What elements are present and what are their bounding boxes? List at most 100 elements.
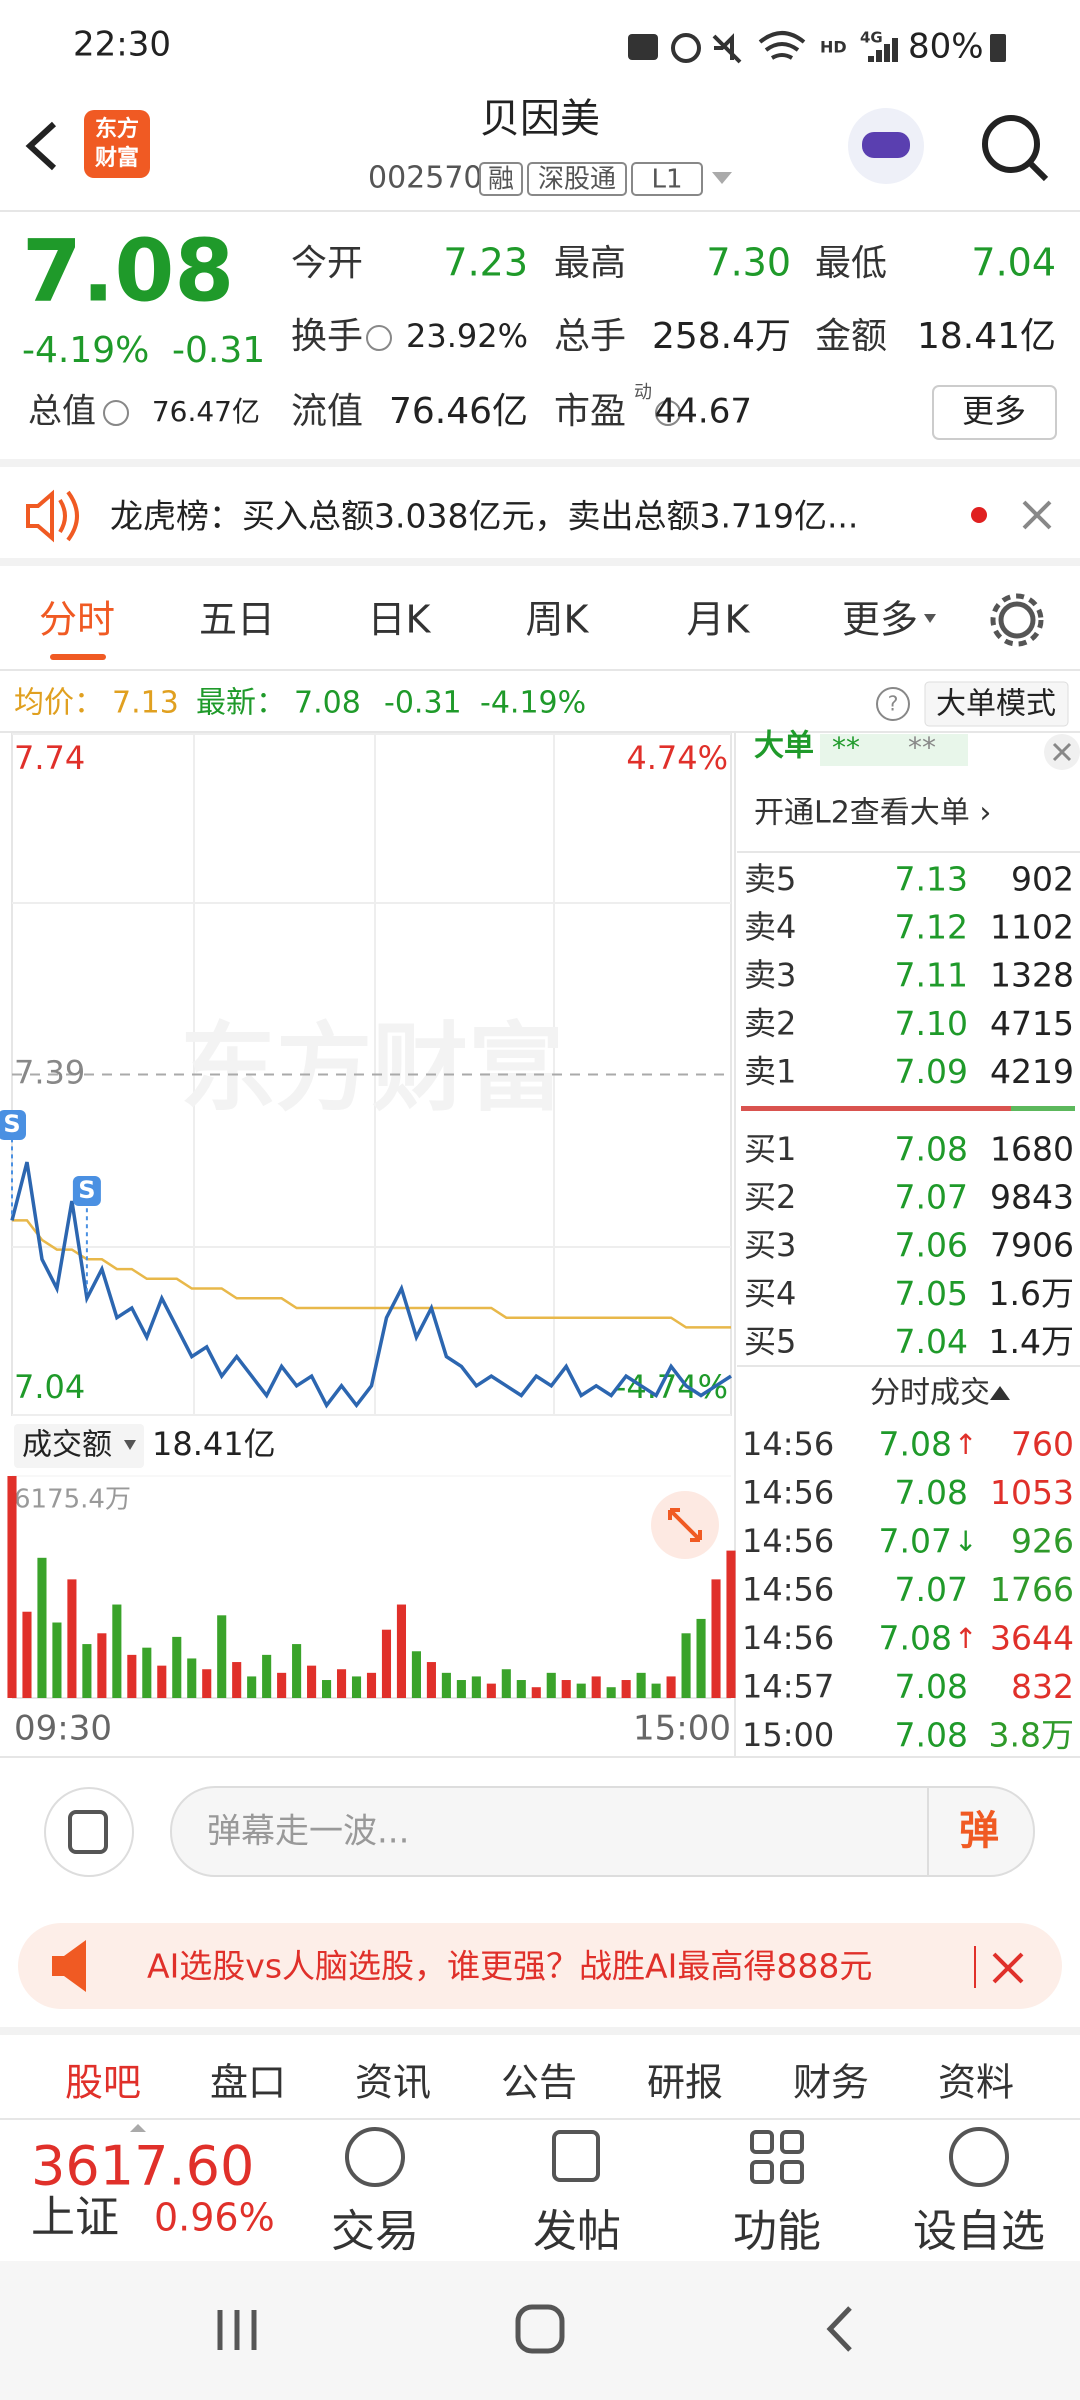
section-tab[interactable]: 资讯 xyxy=(355,2061,431,2105)
change: -0.31 xyxy=(172,330,265,371)
nav-recent[interactable] xyxy=(217,2310,257,2350)
help-icon[interactable] xyxy=(876,687,910,721)
book-volume: 1680 xyxy=(990,1130,1074,1169)
close-big-orders xyxy=(1052,742,1072,762)
stat-label: 金额 xyxy=(815,316,887,357)
latest-label: 最新： xyxy=(196,686,286,721)
danmaku-input[interactable] xyxy=(170,1786,1035,1877)
volume-bar xyxy=(292,1644,302,1698)
app-logo xyxy=(84,110,150,178)
signal-icon xyxy=(868,38,898,62)
settings-button[interactable] xyxy=(998,601,1036,639)
big-orders-title: 大单 xyxy=(754,729,814,764)
search-button xyxy=(1027,160,1049,182)
index-value[interactable]: 3617.60 xyxy=(31,2135,254,2198)
nav-back[interactable] xyxy=(826,2306,852,2352)
l2-link[interactable]: 开通L2查看大单 › xyxy=(754,796,991,831)
book-label: 买3 xyxy=(744,1226,796,1264)
volume-title[interactable]: 成交额 xyxy=(22,1428,112,1463)
bottom-nav-label[interactable]: 功能 xyxy=(733,2206,821,2257)
volume-bar xyxy=(142,1647,152,1698)
tag: 融 xyxy=(488,165,514,195)
tab[interactable]: 月K xyxy=(687,598,751,642)
tag-box xyxy=(631,162,703,196)
func-icon xyxy=(750,2160,774,2184)
bottom-nav-label[interactable]: 设自选 xyxy=(913,2206,1045,2257)
volume-bar xyxy=(67,1579,77,1698)
nav-home[interactable] xyxy=(515,2304,565,2354)
danmaku-button[interactable]: 弹 xyxy=(959,1808,999,1854)
volume-bar xyxy=(726,1550,736,1698)
section-tab[interactable]: 财务 xyxy=(793,2061,869,2105)
tab[interactable]: 周K xyxy=(526,598,590,642)
bottom-nav-label[interactable]: 发帖 xyxy=(533,2206,621,2257)
nav-bar xyxy=(0,2261,1080,2400)
volume-bar xyxy=(426,1662,436,1698)
volume-max-label: 6175.4万 xyxy=(14,1485,131,1515)
tab[interactable]: 分时 xyxy=(39,598,115,642)
volume-bar xyxy=(636,1672,646,1698)
tab[interactable]: 日K xyxy=(368,598,432,642)
danmaku-settings xyxy=(68,1810,108,1854)
notice-close[interactable] xyxy=(1022,500,1052,530)
volume-selector[interactable] xyxy=(14,1424,144,1468)
status-signal: 4G xyxy=(860,29,883,47)
danmaku-placeholder[interactable]: 弹幕走一波... xyxy=(207,1812,409,1852)
avg: 7.13 xyxy=(112,686,179,721)
ad-close[interactable] xyxy=(992,1952,1024,1984)
avg-line xyxy=(12,1219,731,1329)
book-label: 卖2 xyxy=(744,1004,796,1042)
trade-price: 7.08 xyxy=(895,1473,968,1512)
section-tab[interactable]: 公告 xyxy=(501,2061,577,2105)
divider-band xyxy=(0,459,1080,467)
ad-text[interactable]: AI选股vs人脑选股，谁更强？战胜AI最高得888元 xyxy=(147,1947,872,1986)
section-tab[interactable]: 资料 xyxy=(938,2061,1014,2105)
battery-icon xyxy=(990,34,1006,62)
volume-bar xyxy=(127,1654,137,1698)
back-button[interactable] xyxy=(25,121,57,171)
pct-label: 4.74% xyxy=(626,739,728,777)
danmaku-settings[interactable] xyxy=(44,1787,134,1877)
status-icon xyxy=(628,34,658,60)
logo-text: 财富 xyxy=(95,145,139,171)
volume-bar xyxy=(22,1611,32,1698)
info-icon xyxy=(103,400,129,426)
section-tab[interactable]: 股吧 xyxy=(65,2061,141,2105)
ad-banner[interactable] xyxy=(18,1923,1062,2009)
stat-value: 258.4万 xyxy=(652,316,791,357)
mode-button-label[interactable]: 大单模式 xyxy=(936,687,1056,722)
index-change: 0.96% xyxy=(154,2196,275,2240)
divider-band xyxy=(0,2027,1080,2035)
pct-label: -4.74% xyxy=(615,1368,728,1406)
signal-label: S xyxy=(78,1176,95,1204)
more-button-label[interactable]: 更多 xyxy=(962,392,1026,430)
book-price: 7.06 xyxy=(895,1226,968,1265)
signal-badge xyxy=(0,1110,26,1140)
mode-button[interactable] xyxy=(924,681,1069,727)
wifi-icon xyxy=(758,31,806,60)
more-button[interactable] xyxy=(932,385,1057,440)
book-label: 买4 xyxy=(744,1274,796,1312)
volume-bar xyxy=(396,1604,407,1698)
volume-bar xyxy=(52,1622,62,1698)
tag-box xyxy=(527,162,627,196)
book-volume: 9843 xyxy=(990,1178,1074,1217)
trade-volume: 760 xyxy=(1011,1425,1074,1464)
tab[interactable]: 五日 xyxy=(199,598,275,642)
section-tab[interactable]: 研报 xyxy=(647,2061,723,2105)
tab[interactable]: 更多 xyxy=(842,598,918,642)
volume-bar xyxy=(336,1669,347,1698)
volume-bar xyxy=(681,1633,691,1698)
volume-bar xyxy=(471,1676,481,1698)
notice-text[interactable]: 龙虎榜：买入总额3.038亿元，卖出总额3.719亿... xyxy=(110,497,858,536)
watermark: 东方财富 xyxy=(180,1012,564,1124)
book-volume: 1.6万 xyxy=(989,1274,1074,1313)
trade-volume: 3.8万 xyxy=(989,1716,1074,1755)
search-button[interactable] xyxy=(982,115,1040,173)
section-tab[interactable]: 盘口 xyxy=(210,2061,286,2105)
last-price: 7.08 xyxy=(22,221,234,321)
bottom-nav-label[interactable]: 交易 xyxy=(331,2206,419,2257)
trades-title[interactable]: 分时成交 xyxy=(870,1376,990,1411)
tag-box xyxy=(479,162,523,196)
book-price: 7.13 xyxy=(895,860,968,899)
